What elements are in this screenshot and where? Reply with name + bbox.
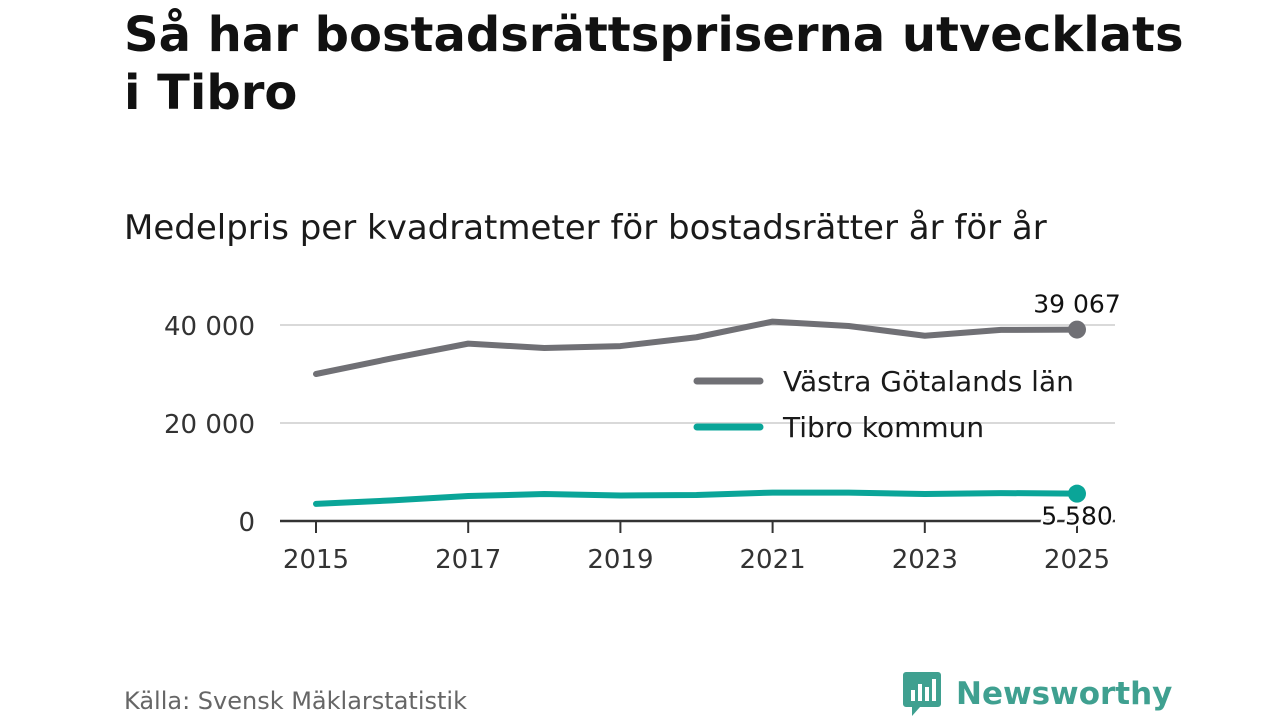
chart-subtitle: Medelpris per kvadratmeter för bostadsrä… <box>124 208 1047 248</box>
series-lines <box>313 318 1086 507</box>
y-axis-tick-labels: 0 20 000 40 000 <box>164 312 255 538</box>
x-tick-label: 2019 <box>587 545 653 575</box>
y-tick-label: 20 000 <box>164 410 255 440</box>
x-tick-label: 2017 <box>435 545 501 575</box>
legend: Västra Götalands län Tibro kommun <box>693 365 1074 444</box>
data-label-end: 39 067 <box>1033 290 1120 319</box>
x-tick-label: 2025 <box>1044 545 1110 575</box>
grid-lines <box>280 324 1115 424</box>
newsworthy-logo-icon <box>903 672 941 716</box>
source-note: Källa: Svensk Mäklarstatistik <box>124 687 467 715</box>
y-tick-label: 0 <box>238 508 255 538</box>
brand-name: Newsworthy <box>956 676 1173 712</box>
series-line-municipality <box>313 489 1080 507</box>
x-tick-label: 2023 <box>892 545 958 575</box>
chart-title: Så har bostadsrättspriserna utvecklats i… <box>124 7 1184 121</box>
series-end-point <box>1068 484 1086 503</box>
legend-entry: Tibro kommun <box>782 411 984 444</box>
series-line-region <box>313 318 1080 377</box>
data-label-end: 5 580 <box>1041 502 1113 531</box>
end-labels: 39 067 5 580 <box>1031 287 1123 533</box>
x-tick-label: 2021 <box>740 545 806 575</box>
y-tick-label: 40 000 <box>164 312 255 342</box>
x-axis-tick-labels: 2015 2017 2019 2021 2023 2025 <box>283 545 1110 575</box>
legend-entry: Västra Götalands län <box>783 365 1074 398</box>
brand[interactable]: Newsworthy <box>902 670 1172 718</box>
x-tick-label: 2015 <box>283 545 349 575</box>
series-end-point <box>1068 320 1086 339</box>
x-axis <box>280 519 1115 533</box>
